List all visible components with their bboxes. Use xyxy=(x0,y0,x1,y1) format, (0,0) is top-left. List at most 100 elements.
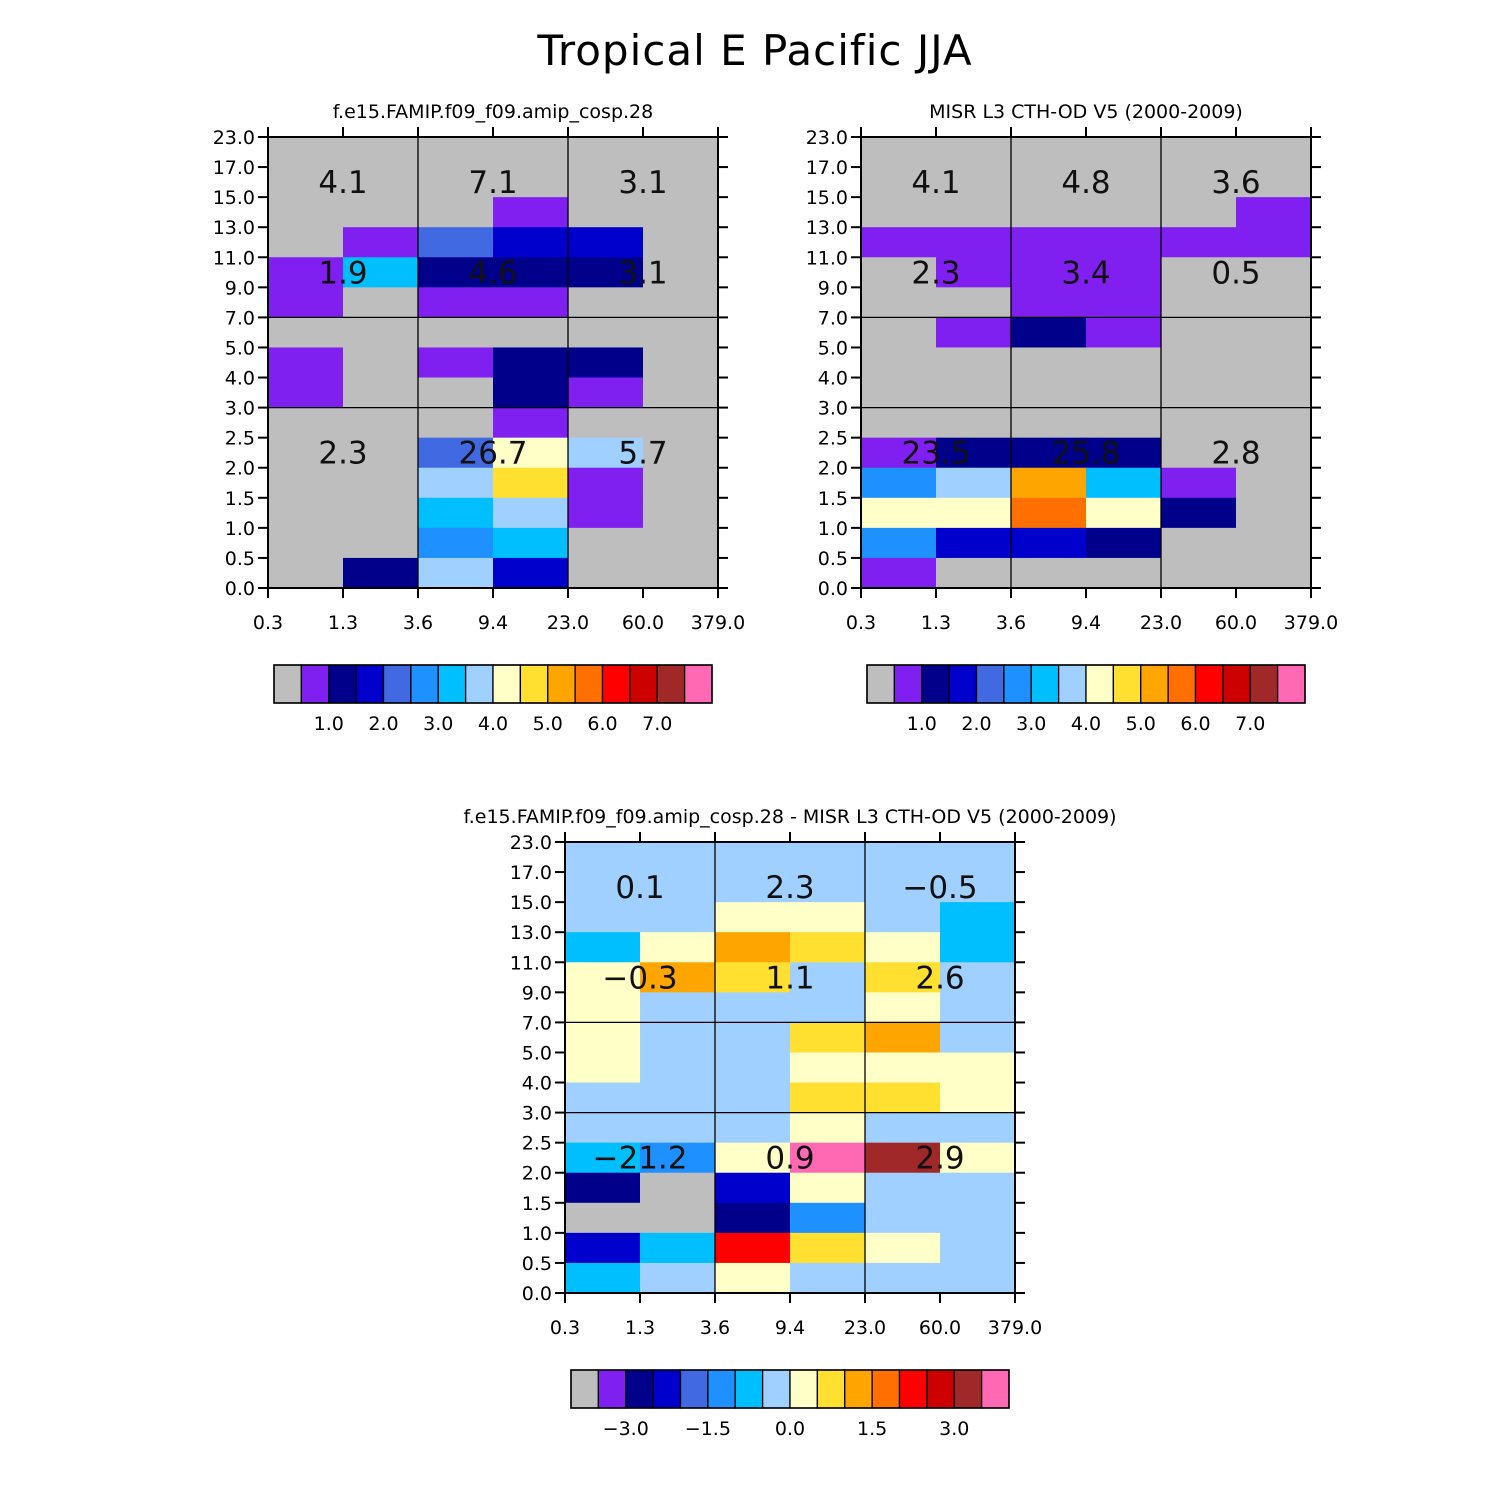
heatmap-cell xyxy=(418,557,494,589)
heatmap-cell xyxy=(643,377,719,409)
heatmap-cell xyxy=(493,437,569,469)
heatmap-cell xyxy=(715,842,791,873)
colorbar-swatch xyxy=(679,1369,709,1409)
colorbar-swatch xyxy=(464,664,494,704)
x-tick-label: 60.0 xyxy=(1215,612,1257,634)
colorbar-frame xyxy=(570,1369,1010,1409)
heatmap-cell xyxy=(268,137,344,168)
heatmap-cell xyxy=(568,227,644,258)
heatmap-cell xyxy=(268,317,344,349)
heatmap-cell xyxy=(565,1262,641,1294)
y-tick-label: 4.0 xyxy=(522,1073,552,1095)
heatmap-cell xyxy=(418,407,494,439)
y-tick-label: 13.0 xyxy=(806,217,848,239)
heatmap-cell xyxy=(936,497,1012,529)
colorbar-tick-label: 3.0 xyxy=(1016,713,1046,735)
y-tick-label: 11.0 xyxy=(806,247,848,269)
region-value-label: −0.3 xyxy=(602,960,677,996)
y-tick-label: 5.0 xyxy=(225,337,255,359)
heatmap-cell xyxy=(643,497,719,529)
colorbar-tick-label: 7.0 xyxy=(1235,713,1265,735)
colorbar-tick-label: 2.0 xyxy=(961,713,991,735)
colorbar-tick-label: 5.0 xyxy=(1126,713,1156,735)
colorbar-frame xyxy=(866,664,1306,704)
heatmap-cell xyxy=(568,437,644,469)
heatmap-cell xyxy=(940,1232,1016,1264)
y-tick-label: 23.0 xyxy=(510,832,552,854)
panel-1: f.e15.FAMIP.f09_f09.amip_cosp.28 0.0 0.5 1.… xyxy=(213,101,746,735)
heatmap-cell xyxy=(865,1052,941,1084)
x-tick-label: 0.3 xyxy=(550,1317,580,1339)
region-value-label: 4.1 xyxy=(911,165,960,201)
heatmap-cell xyxy=(936,197,1012,228)
colorbar-swatch xyxy=(1085,664,1115,704)
colorbar-swatch xyxy=(953,1369,983,1409)
heatmap-cell xyxy=(790,872,866,903)
heatmap-cell xyxy=(715,1052,791,1084)
heatmap-cell xyxy=(865,1142,941,1174)
heatmap-cell xyxy=(1236,557,1312,589)
colorbar-swatch xyxy=(629,664,658,704)
heatmap-cell xyxy=(568,287,644,318)
heatmap-cell xyxy=(640,872,716,903)
y-tick-label: 15.0 xyxy=(213,187,255,209)
colorbar-swatch xyxy=(328,664,357,704)
x-tick-label: 23.0 xyxy=(844,1317,886,1339)
colorbar-swatch xyxy=(866,664,896,704)
y-tick-label: 17.0 xyxy=(806,157,848,179)
heatmap-cell xyxy=(640,962,716,993)
heatmap-cell xyxy=(1236,167,1312,198)
heatmap-cell xyxy=(493,317,569,349)
colorbar-swatch xyxy=(707,1369,736,1409)
colorbar-tick-label: 1.0 xyxy=(314,713,344,735)
heatmap-cell xyxy=(936,257,1012,288)
heatmap-cell xyxy=(565,1142,641,1174)
heatmap-cell xyxy=(1086,467,1162,499)
x-tick-label: 9.4 xyxy=(775,1317,805,1339)
colorbar-swatch xyxy=(844,1369,873,1409)
heatmap-cell xyxy=(1236,317,1312,349)
heatmap-cell xyxy=(936,287,1012,318)
colorbar-swatch xyxy=(683,664,713,704)
colorbar-tick-label: 6.0 xyxy=(1180,713,1210,735)
heatmap-cell xyxy=(568,377,644,409)
heatmap-cell xyxy=(936,557,1012,589)
y-tick-label: 15.0 xyxy=(806,187,848,209)
heatmap-cell xyxy=(268,407,344,439)
y-tick-label: 4.0 xyxy=(818,368,848,390)
heatmap-cell xyxy=(493,257,569,288)
y-tick-label: 7.0 xyxy=(818,307,848,329)
heatmap-cell xyxy=(493,167,569,198)
panel-title: f.e15.FAMIP.f09_f09.amip_cosp.28 - MISR … xyxy=(463,806,1116,828)
heatmap-cell xyxy=(268,557,344,589)
heatmap-cell xyxy=(936,407,1012,439)
heatmap-cell xyxy=(1236,137,1312,168)
heatmap-cell xyxy=(1011,377,1087,409)
colorbar-swatch xyxy=(382,664,412,704)
heatmap-cell xyxy=(1086,197,1162,228)
heatmap-cell xyxy=(640,1262,716,1294)
x-tick-label: 379.0 xyxy=(1284,612,1338,634)
x-tick-label: 3.6 xyxy=(403,612,433,634)
heatmap-cell xyxy=(640,1112,716,1144)
heatmap-cell xyxy=(565,962,641,993)
heatmap-cell xyxy=(418,257,494,288)
heatmap-cell xyxy=(936,347,1012,379)
y-tick-label: 2.5 xyxy=(522,1133,552,1155)
heatmap-cell xyxy=(936,167,1012,198)
colorbar-swatch xyxy=(1030,664,1060,704)
x-tick-label: 0.3 xyxy=(846,612,876,634)
heatmap-cell xyxy=(418,497,494,529)
heatmap-cell xyxy=(643,347,719,379)
heatmap-cell xyxy=(1086,407,1162,439)
heatmap-cell xyxy=(865,842,941,873)
colorbar-swatch xyxy=(1249,664,1279,704)
colorbar-swatch xyxy=(871,1369,901,1409)
heatmap-cell xyxy=(640,1172,716,1204)
panel-title: f.e15.FAMIP.f09_f09.amip_cosp.28 xyxy=(333,101,653,123)
y-tick-label: 17.0 xyxy=(510,862,552,884)
heatmap-cell xyxy=(343,227,419,258)
colorbar-swatch xyxy=(1057,664,1087,704)
heatmap-cell xyxy=(565,1202,641,1234)
heatmap-cell xyxy=(936,467,1012,499)
